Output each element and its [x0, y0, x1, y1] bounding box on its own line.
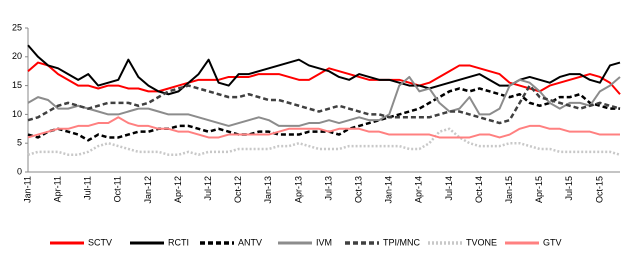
x-tick-label: Jan-11 — [22, 176, 32, 203]
y-tick-label: 10 — [12, 109, 22, 119]
y-tick-label: 5 — [17, 138, 22, 148]
x-tick-label: Jan-15 — [504, 176, 514, 204]
x-tick-label: Jan-14 — [384, 176, 394, 204]
x-tick-label: Apr-11 — [52, 176, 62, 202]
x-tick-label: Apr-14 — [414, 176, 424, 203]
x-tick-label: Apr-13 — [293, 176, 303, 203]
legend-label: GTV — [543, 237, 562, 247]
x-tick-label: Jul-14 — [444, 176, 454, 201]
y-tick-label: 0 — [17, 166, 22, 176]
legend-label: RCTI — [168, 237, 189, 247]
series-line — [27, 75, 621, 127]
legend-label: SCTV — [88, 237, 112, 247]
series-line — [27, 116, 620, 139]
x-tick-label: Jul-11 — [83, 176, 93, 200]
x-tick-label: Jan-13 — [263, 176, 273, 204]
x-tick-label: Oct-12 — [233, 176, 243, 203]
x-tick-label: Oct-15 — [594, 176, 604, 203]
series-line — [27, 87, 620, 142]
y-tick-label: 15 — [12, 80, 22, 90]
x-tick-label: Oct-14 — [474, 176, 484, 203]
x-tick-label: Jul-12 — [203, 176, 213, 201]
y-tick-label: 20 — [12, 51, 22, 61]
series-line — [27, 127, 621, 156]
x-tick-label: Apr-15 — [534, 176, 544, 203]
legend-label: IVM — [316, 237, 332, 247]
series-line — [27, 61, 621, 95]
series-line — [27, 44, 621, 96]
x-tick-label: Jan-12 — [143, 176, 153, 204]
legend-label: TPI/MNC — [383, 237, 420, 247]
x-tick-label: Oct-13 — [353, 176, 363, 203]
x-tick-label: Jul-15 — [564, 176, 574, 201]
x-tick-label: Apr-12 — [173, 176, 183, 203]
series-line — [27, 84, 621, 125]
x-tick-label: Jul-13 — [323, 176, 333, 201]
legend-label: TVONE — [466, 237, 497, 247]
y-tick-label: 25 — [12, 22, 22, 32]
legend-label: ANTV — [238, 237, 262, 247]
x-tick-label: Oct-11 — [113, 176, 123, 202]
